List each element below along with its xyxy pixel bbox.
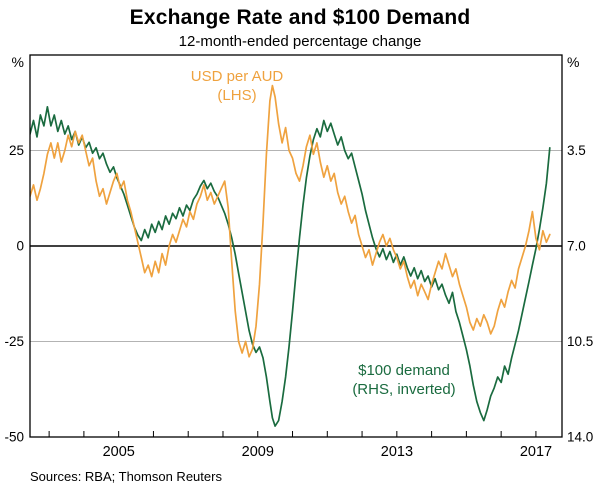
left-tick-label-0: 0 [16, 239, 24, 254]
demand-annotation-line1: $100 demand [358, 362, 450, 379]
x-label-2009: 2009 [242, 444, 274, 460]
plot-frame [29, 54, 563, 438]
usd-aud-annotation-line2: (LHS) [217, 87, 256, 104]
right-axis-unit-label: % [567, 54, 579, 70]
right-tick-label-10-5: 10.5 [567, 334, 593, 349]
left-tick-label-neg50: -50 [4, 430, 24, 445]
demand-annotation-line2: (RHS, inverted) [352, 381, 455, 398]
left-axis-unit-label: % [12, 54, 24, 70]
plot-area [30, 84, 551, 427]
chart-title: Exchange Rate and $100 Demand [129, 6, 471, 29]
usd-aud-series-line [30, 84, 551, 358]
left-tick-label-25: 25 [9, 143, 24, 158]
x-label-2013: 2013 [381, 444, 413, 460]
x-axis-tick-marks [48, 431, 537, 437]
usd-aud-annotation-line1: USD per AUD [191, 68, 284, 85]
x-label-2017: 2017 [520, 444, 552, 460]
right-tick-label-14-0: 14.0 [567, 430, 593, 445]
demand-series-line [30, 105, 551, 427]
x-label-2005: 2005 [103, 444, 135, 460]
left-tick-label-neg25: -25 [4, 334, 24, 349]
chart-canvas: % % 25 0 -25 -50 3.5 7.0 10.5 14.0 2005 … [4, 54, 593, 460]
right-tick-label-7-0: 7.0 [567, 239, 586, 254]
chart-subtitle: 12-month-ended percentage change [178, 33, 422, 50]
right-tick-label-3-5: 3.5 [567, 143, 586, 158]
sources-note: Sources: RBA; Thomson Reuters [30, 469, 222, 484]
